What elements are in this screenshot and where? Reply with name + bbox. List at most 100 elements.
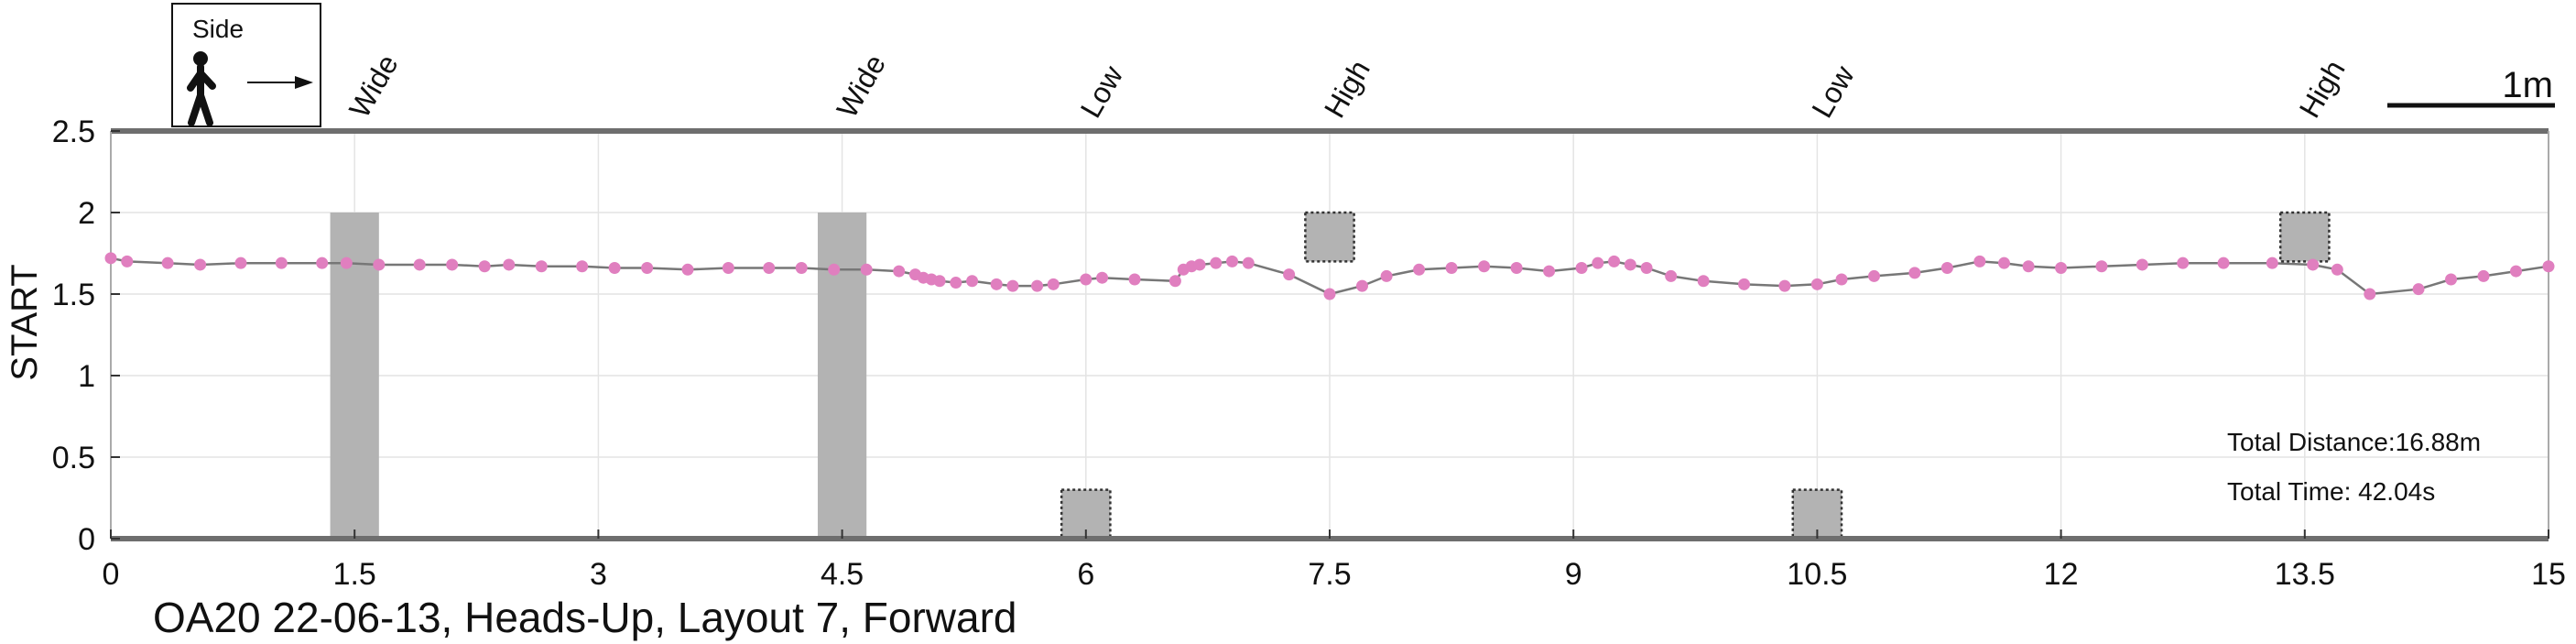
obstacle-label: High: [2293, 55, 2352, 124]
trajectory-point: [1413, 263, 1426, 276]
trajectory-point: [1006, 279, 1019, 292]
trajectory-point: [275, 257, 288, 269]
trajectory-point: [1323, 288, 1336, 300]
trajectory-point: [2542, 260, 2555, 273]
x-tick-label: 13.5: [2275, 557, 2335, 592]
y-tick-label: 0.5: [52, 441, 95, 475]
trajectory-point: [1380, 269, 1393, 282]
trajectory-point: [2477, 269, 2490, 282]
x-tick-label: 3: [590, 557, 607, 592]
y-tick-label: 0: [78, 522, 95, 557]
legend-box: Side: [171, 3, 321, 127]
obstacle-label: Low: [1074, 60, 1130, 124]
trajectory-point: [1697, 275, 1710, 288]
y-tick-label: 1.5: [52, 278, 95, 312]
obstacle-label: Wide: [342, 49, 405, 123]
trajectory-point: [2136, 258, 2148, 271]
obstacles: [330, 211, 2331, 540]
trajectory-point: [966, 275, 979, 288]
trajectory-point: [1543, 265, 1556, 278]
trajectory-point: [1168, 275, 1181, 288]
trajectory-point: [446, 258, 459, 271]
trajectory-point: [1810, 278, 1823, 290]
trajectory-point: [2331, 263, 2343, 276]
trajectory-point: [1592, 257, 1604, 269]
trajectory-point: [478, 260, 491, 273]
trajectory-point: [413, 258, 426, 271]
trajectory-point: [535, 260, 548, 273]
trajectory-point: [161, 257, 174, 269]
grid: [111, 131, 2549, 539]
trajectory-point: [1193, 258, 1206, 271]
trajectory-point: [795, 262, 808, 275]
obstacle-wide: [817, 213, 867, 539]
trajectory-point: [234, 257, 247, 269]
x-tick-label: 0: [103, 557, 120, 592]
x-tick-label: 9: [1565, 557, 1582, 592]
trajectory-point: [1445, 262, 1458, 275]
trajectory-point: [1242, 257, 1255, 269]
labels: Wide Wide Low High Low High: [342, 49, 2352, 123]
trajectory-point: [763, 262, 776, 275]
trajectory-point: [1665, 269, 1678, 282]
trajectory-point: [860, 263, 873, 276]
x-tick-label: 12: [2044, 557, 2079, 592]
y-tick-label: 1: [78, 359, 95, 394]
trajectory-point: [1283, 268, 1296, 281]
trajectory-point: [950, 277, 962, 289]
trajectory-point: [503, 258, 516, 271]
total-distance: Total Distance:16.88m: [2227, 428, 2481, 456]
trajectory-point: [1640, 262, 1653, 275]
axes: 0 1.5 3 4.5 6 7.5 9 10.5 12 13.5 15 0 0.5 1 1.5 2 2.5: [52, 115, 2566, 592]
trajectory-point: [722, 262, 734, 275]
trajectory-point: [316, 257, 329, 269]
trajectory-point: [1973, 255, 1986, 267]
trajectory-point: [2364, 288, 2376, 300]
trajectory-point: [1624, 258, 1636, 271]
y-tick-label: 2: [78, 196, 95, 231]
trajectory-point: [1355, 279, 1368, 292]
trajectory-point: [2307, 258, 2320, 271]
trajectory-point: [2055, 262, 2068, 275]
x-tick-label: 1.5: [333, 557, 376, 592]
trajectory-point: [608, 262, 621, 275]
trajectory-point: [194, 258, 207, 271]
trajectory-point: [1226, 255, 1239, 267]
obstacle-high: [1304, 211, 1355, 263]
trajectory-point: [828, 263, 841, 276]
trajectory-point: [1047, 278, 1060, 290]
total-time: Total Time: 42.04s: [2227, 477, 2435, 506]
x-tick-label: 4.5: [821, 557, 864, 592]
scale-bar: 1m: [2387, 65, 2555, 108]
trajectory-point: [104, 252, 117, 265]
trajectory-point: [1080, 273, 1092, 286]
trajectory-point: [1031, 279, 1044, 292]
x-tick-label: 10.5: [1787, 557, 1847, 592]
trajectory-point: [1510, 262, 1523, 275]
scale-bar-label: 1m: [2502, 65, 2553, 105]
trajectory-point: [2445, 273, 2458, 286]
trajectory-point: [2177, 257, 2190, 269]
walking-person-icon: [187, 51, 216, 126]
trajectory-point: [1210, 257, 1223, 269]
ylabel: START: [5, 264, 45, 380]
obstacle-label: Low: [1805, 60, 1861, 124]
obstacle-wide: [330, 213, 379, 539]
x-tick-label: 7.5: [1308, 557, 1351, 592]
trajectory-point: [1096, 271, 1109, 284]
trajectory-point: [893, 265, 906, 278]
trajectory-point: [933, 275, 946, 288]
trajectory-point: [1575, 262, 1588, 275]
trajectory-point: [1908, 267, 1921, 279]
trajectory-point: [2510, 265, 2523, 278]
trajectory-point: [2217, 257, 2230, 269]
trajectory-point: [990, 278, 1003, 290]
x-tick-label: 15: [2531, 557, 2566, 592]
obstacle-high: [2278, 211, 2331, 263]
obstacle-label: High: [1318, 55, 1376, 124]
trajectory-point: [1478, 260, 1491, 273]
chart-title: OA20 22-06-13, Heads-Up, Layout 7, Forwa…: [153, 594, 1017, 641]
trajectory-point: [1835, 273, 1848, 286]
trajectory-point: [1997, 257, 2010, 269]
